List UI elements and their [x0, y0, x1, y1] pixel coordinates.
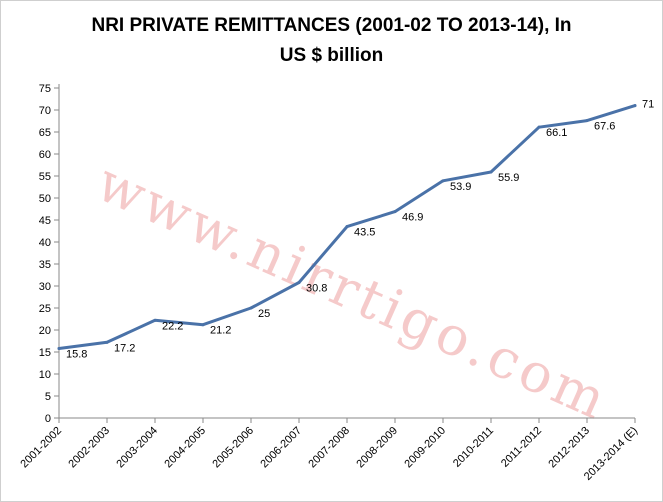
data-point [633, 104, 637, 108]
y-tick-label: 75 [39, 83, 51, 95]
x-tick-label: 2002-2003 [66, 425, 112, 471]
data-point [297, 280, 301, 284]
data-label: 25 [258, 308, 270, 320]
data-point [489, 170, 493, 174]
y-tick-label: 15 [39, 347, 51, 359]
x-tick-label: 2012-2013 [546, 425, 592, 471]
data-point [585, 119, 589, 123]
chart-title-line1: NRI PRIVATE REMITTANCES (2001-02 TO 2013… [91, 15, 572, 36]
x-tick-label: 2011-2012 [499, 425, 544, 470]
chart-title-line2: US $ billion [279, 45, 384, 66]
data-label: 15.8 [66, 348, 87, 360]
y-tick-label: 40 [39, 237, 51, 249]
data-point [345, 225, 349, 229]
y-tick-label: 65 [39, 127, 51, 139]
watermark: www.nirrtigo.com [88, 150, 619, 433]
data-label: 22.2 [162, 320, 183, 332]
data-point [249, 306, 253, 310]
data-point [393, 210, 397, 214]
y-tick-label: 30 [39, 281, 51, 293]
data-point [57, 346, 61, 350]
watermark-text: www.nirrtigo.com [88, 150, 619, 433]
y-tick-label: 25 [39, 303, 51, 315]
y-tick-label: 0 [45, 413, 51, 425]
data-label: 66.1 [546, 127, 567, 139]
y-tick-label: 45 [39, 215, 51, 227]
y-tick-label: 5 [45, 391, 51, 403]
data-point [201, 323, 205, 327]
chart-title: NRI PRIVATE REMITTANCES (2001-02 TO 2013… [1, 11, 662, 71]
data-label: 71 [642, 99, 654, 111]
data-label: 53.9 [450, 181, 471, 193]
y-tick-label: 20 [39, 325, 51, 337]
y-tick-label: 60 [39, 149, 51, 161]
x-tick-label: 2010-2011 [451, 425, 496, 470]
data-point [153, 318, 157, 322]
data-labels: 15.8 17.2 22.2 21.2 25 30.8 43.5 46.9 53.9 55.9 66… [66, 99, 654, 361]
data-label: 17.2 [114, 342, 135, 354]
y-tick-label: 55 [39, 171, 51, 183]
y-tick-label: 50 [39, 193, 51, 205]
data-label: 46.9 [402, 212, 423, 224]
data-label: 30.8 [306, 282, 327, 294]
y-tick-label: 70 [39, 105, 51, 117]
y-tick-label: 35 [39, 259, 51, 271]
x-tick-label: 2004-2005 [162, 425, 208, 471]
x-tick-label: 2005-2006 [210, 425, 256, 471]
data-label: 21.2 [210, 325, 231, 337]
data-label: 55.9 [498, 172, 519, 184]
x-tick-label: 2007-2008 [306, 425, 352, 471]
x-tick-label: 2008-2009 [354, 425, 400, 471]
x-tick-label: 2009-2010 [402, 425, 448, 471]
x-tick-label: 2006-2007 [258, 425, 304, 471]
x-tick-label: 2001-2002 [18, 425, 64, 471]
data-label: 43.5 [354, 227, 375, 239]
y-tick-label: 10 [39, 369, 51, 381]
data-label: 67.6 [594, 121, 615, 133]
data-point [441, 179, 445, 183]
series-layer [57, 104, 637, 350]
data-point [105, 340, 109, 344]
data-point [537, 125, 541, 129]
x-tick-label: 2003-2004 [114, 425, 160, 471]
